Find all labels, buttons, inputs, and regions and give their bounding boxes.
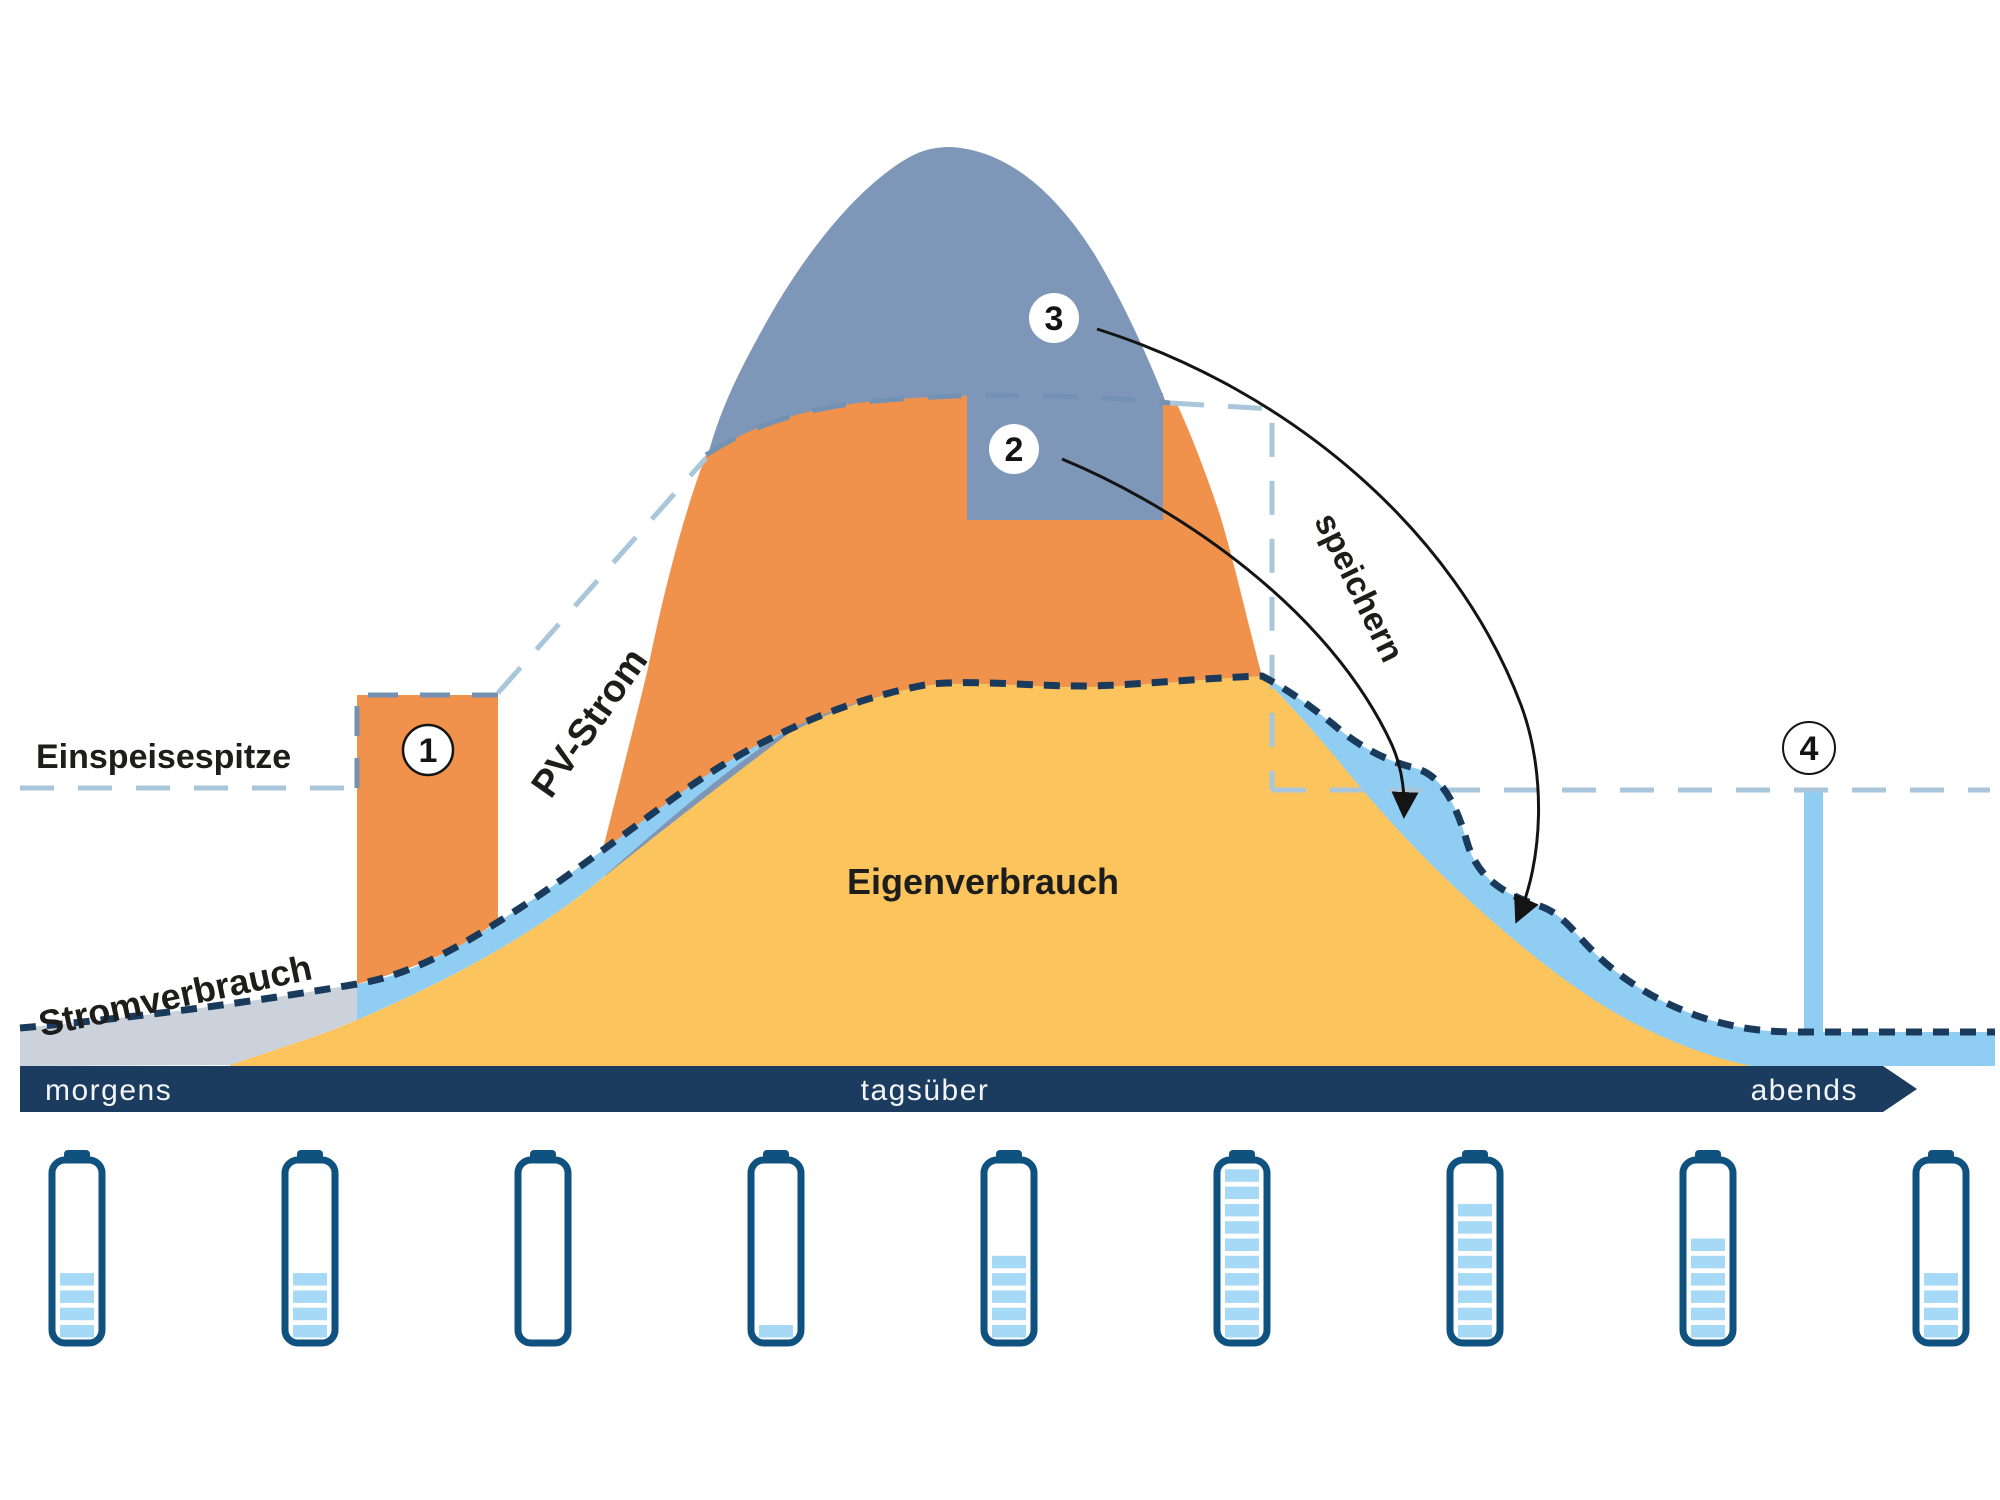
battery-charge-segment xyxy=(1225,1290,1259,1303)
battery-charge-segment xyxy=(60,1307,94,1321)
battery-icon xyxy=(1213,1150,1271,1347)
battery-charge-segment xyxy=(60,1290,94,1303)
marker-3-label: 3 xyxy=(1045,300,1064,338)
battery-icon xyxy=(747,1150,805,1347)
battery-charge-segment xyxy=(1691,1255,1725,1269)
battery-charge-segment xyxy=(1225,1203,1259,1217)
battery-icon xyxy=(980,1150,1038,1347)
speichern-label: speichern xyxy=(1307,507,1412,668)
battery-charge-segment xyxy=(1691,1325,1725,1338)
battery-charge-segment xyxy=(1691,1290,1725,1303)
battery-charge-segment xyxy=(293,1325,327,1338)
battery-charge-segment xyxy=(992,1325,1026,1338)
timeline-bar xyxy=(20,1066,1917,1112)
battery-charge-segment xyxy=(1458,1273,1492,1286)
battery-icon xyxy=(1912,1150,1970,1347)
battery-icon xyxy=(1446,1150,1504,1347)
battery-charge-segment xyxy=(1691,1238,1725,1251)
battery-charge-segment xyxy=(1924,1307,1958,1321)
battery-charge-segment xyxy=(1458,1238,1492,1251)
battery-charge-segment xyxy=(293,1290,327,1303)
battery-charge-segment xyxy=(1225,1325,1259,1338)
marker-4-label: 4 xyxy=(1800,730,1819,768)
battery-charge-segment xyxy=(1225,1238,1259,1251)
battery-charge-segment xyxy=(1225,1221,1259,1234)
battery-discharge-evening-area xyxy=(1262,676,1995,1066)
battery-charge-segment xyxy=(1691,1273,1725,1286)
store-arrow-from-3 xyxy=(1096,327,1540,924)
battery-charge-segment xyxy=(1225,1307,1259,1321)
timeline-morning-label: morgens xyxy=(45,1074,172,1107)
battery-charge-segment xyxy=(1458,1255,1492,1269)
marker-2-label: 2 xyxy=(1005,431,1024,469)
battery-charge-segment xyxy=(1924,1273,1958,1286)
marker-4: 4 xyxy=(1782,721,1836,775)
battery-charge-segment xyxy=(759,1325,793,1338)
marker-2: 2 xyxy=(989,424,1039,474)
battery-charge-segment xyxy=(60,1325,94,1338)
marker-1-label: 1 xyxy=(419,732,438,770)
battery-charge-segment xyxy=(1225,1255,1259,1269)
battery-charge-segment xyxy=(1458,1307,1492,1321)
eigenverbrauch-label: Eigenverbrauch xyxy=(847,861,1119,902)
battery-charge-segment xyxy=(1225,1169,1259,1182)
einspeisespitze-label: Einspeisespitze xyxy=(36,738,291,776)
battery-charge-segment xyxy=(1225,1273,1259,1286)
battery-icon xyxy=(281,1150,339,1347)
battery-charge-segment xyxy=(60,1273,94,1286)
battery-row xyxy=(48,1150,1970,1347)
battery-charge-segment xyxy=(1458,1325,1492,1338)
battery-icon xyxy=(48,1150,106,1347)
battery-charge-segment xyxy=(992,1273,1026,1286)
battery-charge-segment xyxy=(1924,1325,1958,1338)
battery-charge-segment xyxy=(293,1307,327,1321)
store-arrow-from-2 xyxy=(1061,457,1419,820)
battery-charge-segment xyxy=(293,1273,327,1286)
battery-discharge-morning-area xyxy=(357,730,788,1020)
pv-cap-plateau-dash-curve xyxy=(704,392,1171,458)
storage-guide-dash-rect xyxy=(1169,400,1990,793)
marker-3: 3 xyxy=(1029,293,1079,343)
battery-charge-segment xyxy=(1458,1290,1492,1303)
battery-charge-segment xyxy=(992,1290,1026,1303)
battery-charge-segment xyxy=(1691,1307,1725,1321)
battery-icon xyxy=(1679,1150,1737,1347)
stored-energy-bar xyxy=(1804,792,1823,1035)
eigenverbrauch-area xyxy=(230,676,1752,1066)
battery-charge-segment xyxy=(1458,1221,1492,1234)
feedin-diagonal-dash-line xyxy=(496,456,708,695)
battery-charge-segment xyxy=(1924,1290,1958,1303)
battery-charge-segment xyxy=(1225,1186,1259,1200)
battery-charge-segment xyxy=(1458,1203,1492,1217)
marker-1: 1 xyxy=(401,723,455,777)
feedin-peak-bar xyxy=(357,695,498,984)
stromverbrauch-dash-curve xyxy=(19,672,1995,1036)
battery-charge-segment xyxy=(992,1255,1026,1269)
timeline-evening-label: abends xyxy=(1751,1074,1858,1107)
grid-consumption-morning-area xyxy=(20,984,357,1066)
timeline-day-label: tagsüber xyxy=(861,1074,990,1107)
battery-charge-segment xyxy=(992,1307,1026,1321)
battery-icon xyxy=(514,1150,572,1347)
